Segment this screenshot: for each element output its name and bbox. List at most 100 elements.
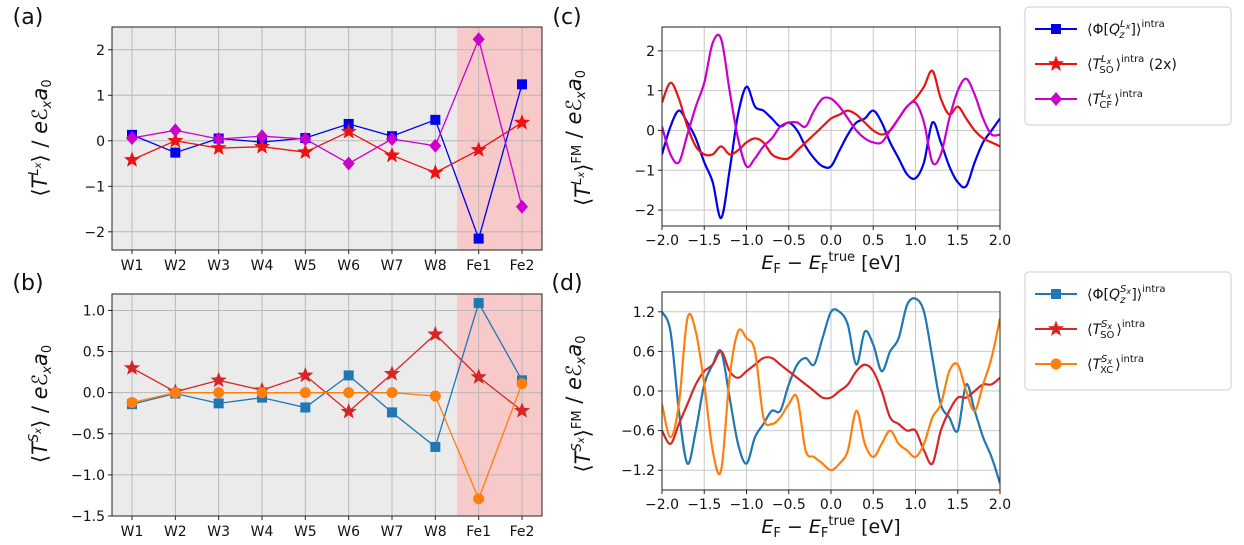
y-tick-label: 1.0 [83, 303, 105, 319]
series-line [131, 383, 523, 501]
panel-c: −2 −1 0 1 2 −2.0 −1.5 −1.0 −0.5 0.0 0.5 1.0 1.5 2.0 EF… [552, 5, 1232, 277]
y-tick-label: 0.5 [83, 345, 105, 361]
highlight-band [457, 27, 542, 250]
data-point [210, 371, 227, 388]
x-tick-label: W6 [337, 524, 360, 540]
series-line [662, 297, 1000, 484]
data-point [212, 131, 225, 146]
x-tick-label: W2 [164, 258, 187, 274]
y-axis-label: ⟨TLx⟩ / eℰxa0 [27, 79, 55, 196]
data-point [126, 131, 138, 146]
data-point [167, 132, 184, 148]
legend-marker [1051, 24, 1061, 34]
series-line [131, 37, 523, 207]
x-tick-label: W6 [337, 258, 360, 274]
x-tick-label: 0.0 [820, 233, 842, 249]
y-tick-label: −0.5 [71, 427, 105, 443]
data-point [429, 390, 441, 402]
data-point [340, 403, 357, 419]
x-tick-label: W7 [381, 258, 404, 274]
series-3 [662, 312, 1000, 476]
x-axis-label: EF − EFtrue [eV] [761, 250, 900, 277]
data-point [472, 32, 485, 47]
x-tick-label: −1.5 [687, 497, 721, 513]
x-tick-label: W5 [294, 258, 317, 274]
y-tick-label: −1.2 [621, 463, 655, 479]
data-point [343, 387, 355, 399]
data-point [383, 146, 401, 163]
series-line [131, 333, 523, 413]
y-tick-label: 0.0 [633, 384, 655, 400]
y-tick-label: 2 [646, 44, 655, 60]
series-2 [662, 350, 1000, 466]
series-line [662, 33, 1000, 169]
series-line [131, 301, 523, 449]
data-point [430, 441, 441, 452]
y-tick-label: 0.6 [633, 344, 655, 360]
x-axis-label: EF − EFtrue [eV] [761, 514, 900, 541]
y-tick-label: −0.6 [621, 424, 655, 440]
data-point [342, 156, 355, 171]
highlight-band [457, 294, 542, 516]
panel-b: −1.5 −1.0 −0.5 0.0 0.5 1.0 W1 W2 W3 W4 W5 W6 W7 W8 Fe1… [12, 271, 543, 540]
y-axis-label-text: ⟨TSx⟩ / eℰxa0 [27, 345, 55, 463]
series-line [131, 122, 523, 174]
y-axis-label: ⟨TSx⟩ / eℰxa0 [27, 345, 55, 463]
panel-label: (d) [551, 271, 582, 296]
y-tick-label: 0.0 [83, 386, 105, 402]
series-2 [662, 69, 1000, 161]
data-point [299, 131, 312, 146]
data-point [169, 387, 181, 399]
x-tick-label: −0.5 [772, 233, 806, 249]
data-point [430, 114, 441, 125]
data-point [210, 139, 227, 155]
legend-box [1024, 6, 1232, 126]
data-point [386, 131, 398, 146]
x-tick-label: 1.0 [904, 497, 926, 513]
series-2 [123, 114, 531, 180]
x-tick-label: 2.0 [989, 233, 1011, 249]
data-point [253, 138, 271, 154]
x-tick-label: 1.5 [947, 497, 969, 513]
legend: ⟨Φ[QLx z]⟩intra⟨TLx SO ⟩intra (2x)⟨TLx CF ⟩in… [1024, 6, 1232, 126]
data-point [213, 398, 224, 409]
x-tick-label: Fe2 [510, 258, 535, 274]
series-line [131, 84, 523, 241]
y-axis-label-text: ⟨TLx⟩FM / eℰxa0 [562, 70, 595, 206]
x-tick-label: 1.0 [904, 233, 926, 249]
legend-marker [1047, 320, 1065, 336]
data-point [429, 138, 442, 153]
x-tick-label: W3 [207, 524, 230, 540]
x-tick-label: W2 [164, 524, 187, 540]
data-point [297, 143, 314, 160]
panel-label: (a) [13, 5, 44, 30]
data-point [517, 79, 527, 90]
plot-frame [111, 26, 543, 251]
x-tick-label: −1.0 [730, 497, 764, 513]
panel-label: (b) [12, 271, 43, 296]
panel-a: −2 −1 0 1 2 W1 W2 W3 W4 W5 W6 W7 W8 Fe1 Fe2 (a) ⟨TLx⟩ / … [13, 5, 543, 274]
legend-marker [1050, 92, 1062, 106]
y-tick-label: −2 [84, 225, 105, 241]
y-axis-label-text: ⟨TLx⟩ / eℰxa0 [27, 79, 55, 196]
series-3 [126, 32, 528, 214]
data-point [256, 129, 268, 144]
series-line [662, 312, 1000, 476]
data-point [473, 298, 484, 309]
y-tick-label: −1 [634, 163, 655, 179]
x-tick-label: 2.0 [989, 497, 1011, 513]
y-tick-label: −1.5 [71, 509, 105, 525]
plot-frame [111, 293, 543, 517]
series-1 [662, 297, 1000, 484]
x-tick-label: W7 [381, 524, 404, 540]
data-point [470, 368, 487, 384]
series-line [662, 69, 1000, 161]
x-tick-label: −1.0 [730, 233, 764, 249]
data-point [169, 123, 182, 138]
data-point [299, 387, 311, 399]
data-point [383, 365, 401, 381]
data-point [213, 387, 225, 399]
x-tick-label: −0.5 [772, 497, 806, 513]
data-point [343, 370, 354, 381]
